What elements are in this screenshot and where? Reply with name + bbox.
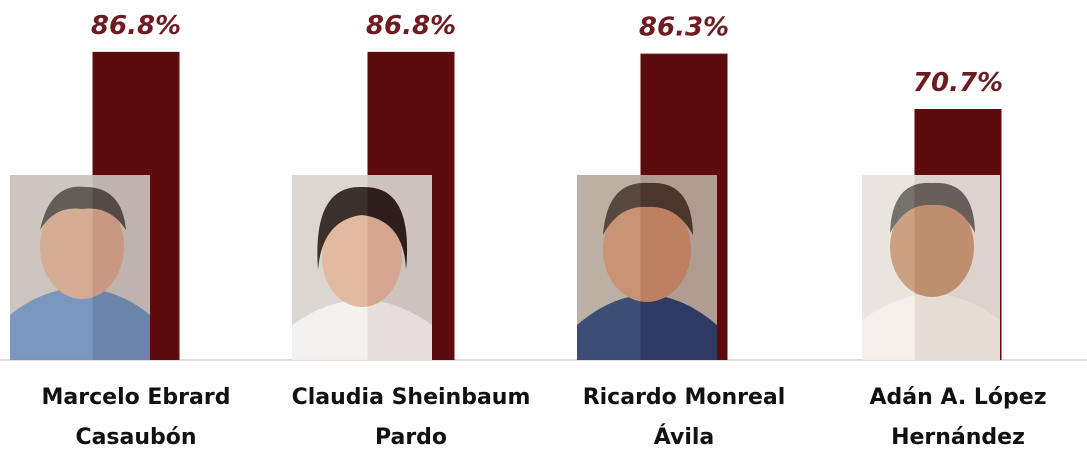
photo (577, 175, 717, 360)
category-label: Marcelo Ebrard Casaubón (41, 385, 231, 450)
chart-canvas: 86.8% 86.8% 86.3% 70.7% (0, 11, 1087, 361)
value-label: 86.3% (639, 13, 729, 43)
photos (10, 175, 1000, 360)
value-label: 70.7% (913, 68, 1003, 98)
category-label: Claudia Sheinbaum Pardo (291, 385, 531, 450)
value-label: 86.8% (366, 11, 456, 41)
photo (10, 175, 150, 360)
category-label: Adán A. López Hernández (869, 385, 1047, 450)
chart: 86.8% 86.8% 86.3% 70.7% Marcelo Ebrard Casa… (0, 11, 1087, 450)
value-label: 86.8% (91, 11, 181, 41)
category-label: Ricardo Monreal Ávila (582, 385, 786, 450)
photo (292, 175, 432, 360)
photo (862, 175, 1000, 360)
